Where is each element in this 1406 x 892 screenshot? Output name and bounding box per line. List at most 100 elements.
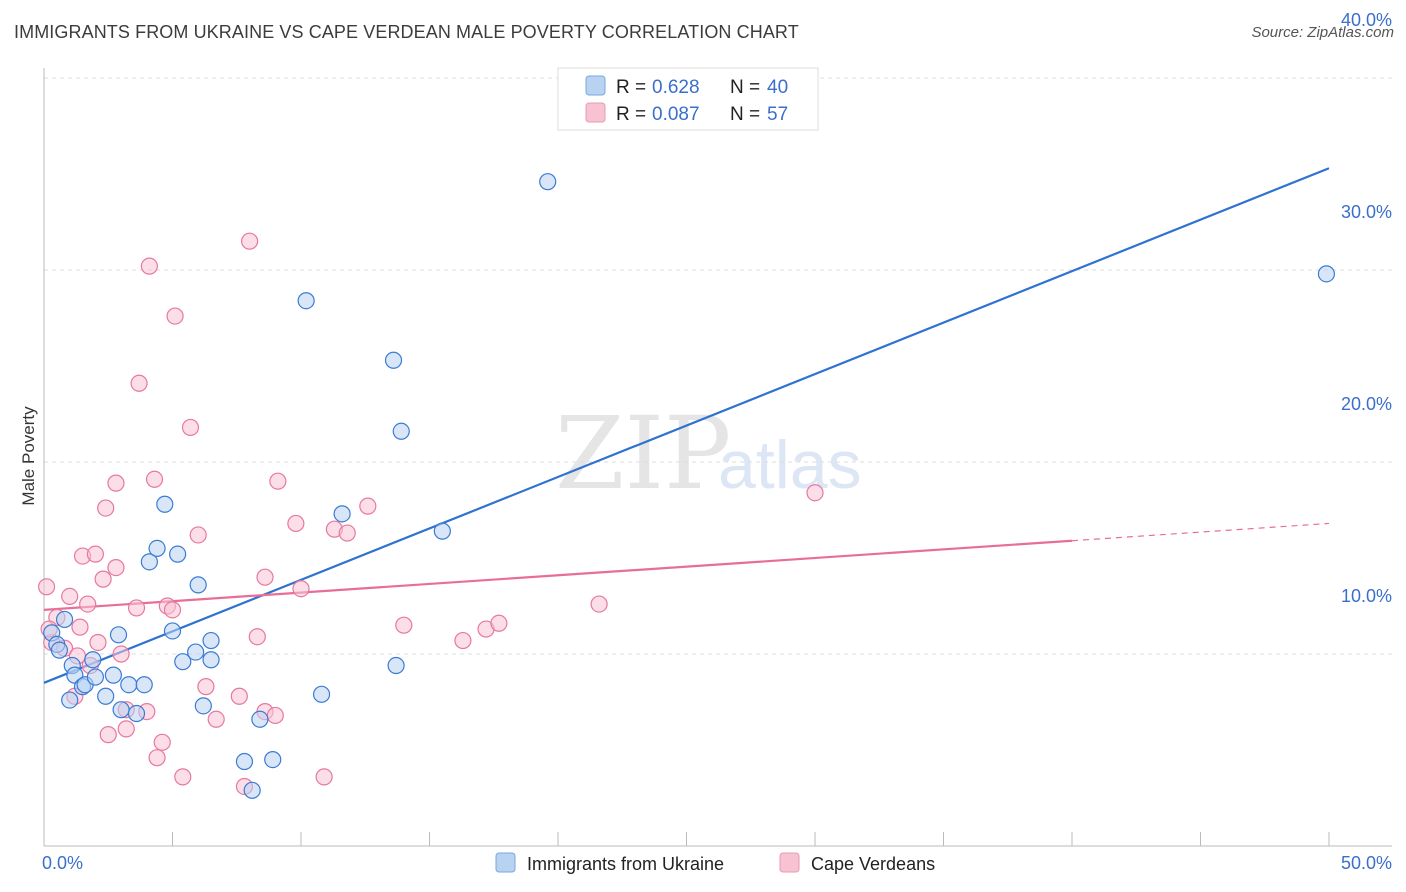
point-cape-verdeans [89,633,107,652]
point-ukraine [333,505,351,523]
point-ukraine [169,545,187,563]
series-legend: Immigrants from Ukraine Cape Verdeans [495,852,935,874]
point-cape-verdeans [266,706,284,725]
point-cape-verdeans [454,631,472,650]
point-ukraine [163,622,182,640]
point-ukraine [312,685,331,703]
point-ukraine [243,781,261,799]
point-ukraine [156,495,174,513]
point-cape-verdeans [153,733,171,751]
point-cape-verdeans [117,720,135,738]
point-ukraine [135,676,153,694]
y-tick-label: 30.0% [1341,202,1392,222]
bottom-legend-label-cape-verdeans: Cape Verdeans [811,854,935,874]
point-cape-verdeans [241,232,259,250]
point-cape-verdeans [230,687,248,705]
point-ukraine [384,351,403,369]
point-cape-verdeans [189,526,207,544]
source-label: Source: ZipAtlas.com [1251,24,1394,41]
point-ukraine [148,539,166,558]
point-ukraine [539,173,557,191]
point-ukraine [120,676,138,694]
axes [43,68,1392,847]
point-cape-verdeans [127,599,146,617]
point-cape-verdeans [395,616,413,634]
bottom-legend-swatch-pink [779,852,800,873]
point-ukraine [140,553,158,571]
point-ukraine [202,651,220,669]
point-cape-verdeans [359,497,377,515]
point-cape-verdeans [174,768,192,786]
stats-legend: R = 0.628 N = 40 R = 0.087 N = 57 [557,67,819,131]
y-tick-label: 20.0% [1341,394,1392,414]
point-cape-verdeans [97,499,115,517]
y-tick-label: 40.0% [1341,10,1392,30]
point-cape-verdeans [806,484,824,502]
trend-line-ukraine [43,167,1330,684]
point-ukraine [84,651,102,669]
point-cape-verdeans [315,768,333,786]
legend-r-value-blue: 0.628 [652,77,700,98]
x-ticks [43,832,1330,846]
point-ukraine [187,643,205,661]
point-ukraine [50,641,69,659]
y-tick-label: 10.0% [1341,586,1392,606]
point-cape-verdeans [338,524,356,542]
y-tick-labels: 10.0% 20.0% 30.0% 40.0% [1341,10,1392,606]
point-cape-verdeans [490,614,508,632]
point-ukraine [297,292,315,310]
point-cape-verdeans [99,726,117,744]
point-ukraine [109,626,128,644]
legend-swatch-blue [585,75,606,96]
point-cape-verdeans [248,628,266,646]
point-cape-verdeans [197,678,215,696]
point-ukraine [433,522,451,540]
point-cape-verdeans [145,470,164,488]
chart-title: IMMIGRANTS FROM UKRAINE VS CAPE VERDEAN … [14,22,799,42]
point-cape-verdeans [94,570,112,588]
trend-lines [43,167,1330,684]
point-cape-verdeans [256,568,274,586]
watermark-zip: ZIP [555,395,731,512]
point-ukraine [127,704,146,723]
series-cape-verdeans [37,232,824,796]
point-ukraine [194,697,212,715]
point-ukraine [61,691,79,709]
point-ukraine [264,750,282,769]
x-tick-label-max: 50.0% [1341,853,1392,873]
legend-n-label-pink: N = [730,104,760,125]
point-cape-verdeans [148,749,166,767]
point-cape-verdeans [79,595,97,613]
trend-line-cape-verdeans-extrapolated [1071,522,1330,542]
point-cape-verdeans [163,601,182,619]
point-cape-verdeans [140,257,158,275]
point-ukraine [97,687,115,705]
point-cape-verdeans [590,595,608,613]
watermark-atlas: atlas [718,427,862,503]
legend-n-label-blue: N = [730,77,760,98]
grid-lines [44,77,1392,655]
point-ukraine [86,668,105,686]
legend-r-value-pink: 0.087 [652,104,700,125]
point-cape-verdeans [269,472,287,490]
point-cape-verdeans [130,374,148,392]
point-ukraine [189,576,207,594]
point-ukraine [1317,265,1336,283]
point-ukraine [104,666,122,684]
point-cape-verdeans [207,710,225,728]
point-cape-verdeans [71,618,89,636]
legend-swatch-pink [585,102,606,123]
y-axis-label: Male Poverty [19,406,38,506]
legend-r-label-blue: R = [616,77,646,98]
point-ukraine [55,610,74,629]
bottom-legend-label-ukraine: Immigrants from Ukraine [527,854,724,874]
trend-line-cape-verdeans [43,539,1073,611]
point-cape-verdeans [287,514,305,533]
x-tick-label-min: 0.0% [42,853,83,873]
point-ukraine [235,752,254,771]
point-ukraine [387,656,405,675]
point-cape-verdeans [181,418,200,437]
point-ukraine [202,631,220,650]
point-cape-verdeans [112,645,130,663]
